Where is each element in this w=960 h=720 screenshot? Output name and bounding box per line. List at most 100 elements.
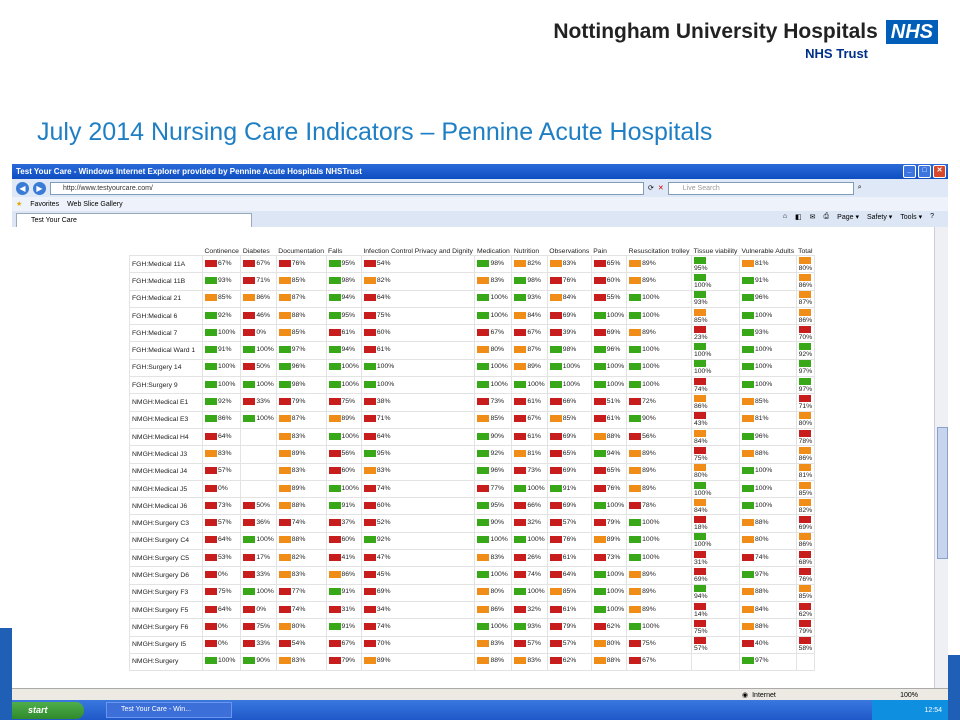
rag-status-swatch	[514, 294, 527, 302]
rag-status-swatch	[514, 346, 527, 354]
search-input[interactable]: Live Search	[667, 181, 854, 195]
percentage-value: 89%	[642, 276, 656, 284]
percentage-value: 100%	[490, 311, 508, 319]
rag-status-swatch	[328, 449, 341, 457]
rag-status-swatch	[693, 550, 706, 558]
indicator-cell: 75%	[626, 635, 692, 654]
indicator-cell: 60%	[360, 497, 476, 516]
rag-status-swatch	[328, 346, 341, 354]
rag-status-swatch	[278, 484, 291, 492]
rag-status-swatch	[798, 325, 811, 333]
home-icon[interactable]: ⌂	[782, 213, 788, 220]
indicator-cell: 40%	[738, 635, 797, 654]
mail-icon[interactable]: ✉	[809, 214, 816, 221]
percentage-value: 100%	[754, 346, 773, 354]
rag-status-swatch	[798, 585, 811, 593]
percentage-value: 61%	[562, 605, 577, 613]
indicator-cell: 85%	[474, 410, 513, 429]
rag-status-swatch	[693, 429, 706, 437]
page-menu[interactable]: Page ▾	[837, 214, 859, 221]
rag-status-swatch	[278, 622, 291, 630]
refresh-icon[interactable]: ⟳	[648, 185, 654, 192]
indicator-cell: 69%	[690, 566, 740, 585]
rag-status-swatch	[593, 346, 606, 354]
address-input[interactable]: http://www.testyourcare.com/	[50, 181, 644, 195]
table-row: NMGH:Surgery C5 53% 17% 82% 41% 47% 83% 26% 61% 7…	[129, 549, 816, 568]
percentage-value: 95%	[376, 449, 391, 457]
indicator-cell: 100%	[474, 531, 513, 551]
percentage-value: 61%	[562, 553, 577, 561]
print-icon[interactable]: ⎙	[823, 213, 830, 220]
rag-status-swatch	[477, 553, 490, 561]
percentage-value: 71%	[376, 415, 391, 423]
vertical-scrollbar[interactable]	[934, 227, 948, 688]
column-header: Tissue viability	[693, 248, 738, 255]
indicator-cell: 82%	[275, 549, 327, 568]
safety-menu[interactable]: Safety ▾	[866, 214, 893, 221]
percentage-value: 62%	[606, 622, 621, 630]
indicator-cell: 89%	[626, 479, 692, 499]
indicator-cell: 33%	[240, 566, 277, 585]
rag-status-swatch	[629, 553, 642, 561]
back-icon[interactable]: ◀	[16, 181, 29, 195]
scroll-thumb[interactable]	[937, 427, 948, 559]
ward-header	[130, 227, 203, 256]
indicator-cell: 87%	[511, 341, 548, 360]
maximize-button[interactable]: □	[918, 165, 931, 178]
indicator-cell: 79%	[590, 514, 628, 533]
indicator-cell: 100%	[738, 462, 797, 481]
indicator-cell: 85%	[738, 393, 797, 412]
taskbar-item-ie[interactable]: Test Your Care - Win...	[106, 702, 232, 718]
start-button[interactable]: start	[12, 701, 84, 719]
percentage-value: 100%	[527, 380, 545, 388]
rag-status-swatch	[243, 259, 256, 267]
rag-status-swatch	[278, 570, 291, 578]
percentage-value: 87%	[527, 346, 541, 354]
indicator-cell: 83%	[474, 635, 513, 654]
percentage-value: 32%	[527, 519, 541, 527]
percentage-value: 94%	[341, 294, 356, 302]
tools-menu[interactable]: Tools ▾	[900, 214, 923, 221]
favorites-button[interactable]: Favorites	[30, 200, 60, 208]
indicator-cell: 90%	[626, 410, 692, 429]
column-header: Falls	[328, 248, 343, 255]
percentage-value: 100%	[606, 363, 625, 371]
indicator-cell: 14%	[690, 600, 740, 620]
zoom-level[interactable]: 100%	[900, 691, 918, 699]
rss-icon[interactable]: ◧	[795, 214, 802, 221]
rag-status-swatch	[514, 640, 527, 648]
percentage-value: 100%	[642, 311, 660, 319]
address-bar-row: ◀ ▶ http://www.testyourcare.com/ ⟳ ✕ Liv…	[12, 179, 948, 197]
ward-name: FGH:Medical 6	[129, 306, 203, 326]
indicator-cell: 88%	[275, 497, 327, 516]
help-icon[interactable]: ?	[930, 213, 934, 220]
indicator-cell: 81%	[511, 445, 548, 464]
rag-status-swatch	[693, 637, 706, 645]
tab-test-your-care[interactable]: Test Your Care	[16, 213, 252, 227]
rag-status-swatch	[278, 640, 291, 648]
rag-status-swatch	[477, 415, 490, 423]
percentage-value: 95%	[341, 259, 356, 267]
percentage-value: 100%	[693, 368, 712, 376]
minimize-button[interactable]: _	[903, 165, 916, 178]
indicator-cell: 78%	[795, 427, 816, 447]
web-slice-gallery-link[interactable]: Web Slice Gallery	[67, 200, 123, 208]
stop-icon[interactable]: ✕	[657, 185, 664, 192]
nhs-badge: NHS	[885, 20, 938, 44]
close-button[interactable]: ✕	[933, 165, 946, 178]
rag-status-swatch	[593, 311, 606, 319]
percentage-value: 61%	[527, 432, 541, 440]
indicator-cell: 93%	[201, 272, 242, 291]
indicator-cell: 100%	[511, 479, 548, 499]
percentage-value: 100%	[642, 346, 660, 354]
indicator-cell: 66%	[546, 393, 592, 412]
rag-status-swatch	[363, 519, 376, 527]
rag-status-swatch	[278, 501, 291, 509]
search-icon[interactable]: ⌕	[857, 184, 862, 191]
forward-icon[interactable]: ▶	[33, 181, 46, 195]
indicator-cell: 80%	[738, 531, 797, 551]
percentage-value: 81%	[754, 415, 769, 423]
indicator-cell: 93%	[511, 289, 548, 308]
rag-status-swatch	[278, 553, 291, 561]
percentage-value: 69%	[562, 501, 577, 509]
